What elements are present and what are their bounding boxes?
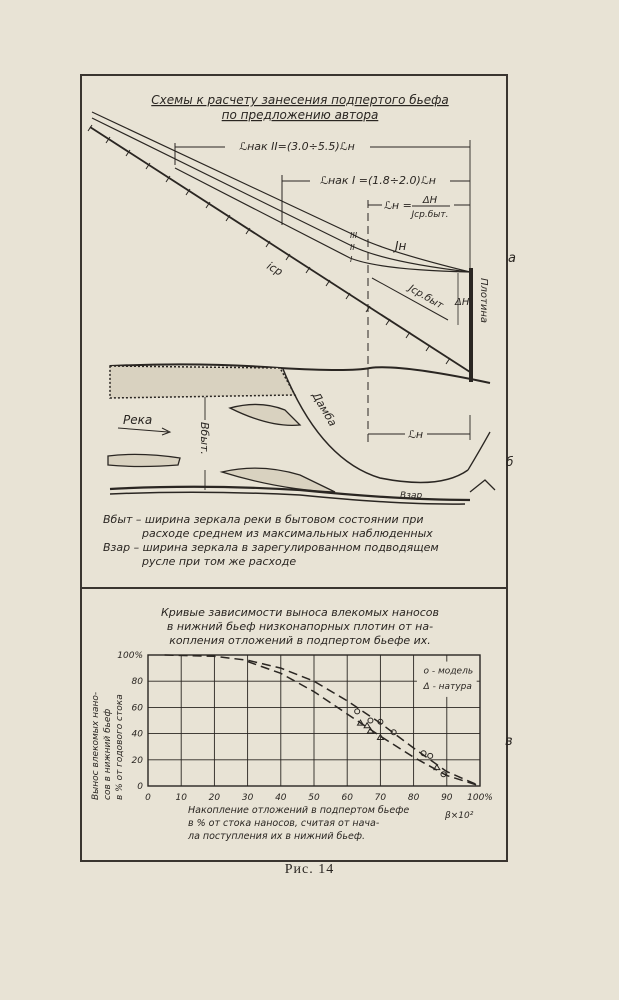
- lower-bank: [109, 485, 471, 502]
- label-curve-III: III: [350, 231, 358, 240]
- label-J-n: Jн: [393, 239, 407, 253]
- label-curve-I: I: [350, 255, 353, 264]
- riverbed-line: [89, 126, 471, 373]
- point-модель: [440, 771, 447, 778]
- y-tick-label: 0: [137, 782, 143, 792]
- point-натура: [432, 763, 441, 771]
- figure-b-plan: [107, 363, 496, 505]
- label-B-byt: Bбыт.: [198, 422, 211, 455]
- island-3: [219, 467, 336, 493]
- point-натура: [366, 727, 375, 734]
- label-L-n: ℒн =: [384, 199, 412, 212]
- upper-sand-bank: [109, 365, 297, 399]
- chart-title-line3: копления отложений в подпертом бьефе их.: [169, 634, 431, 647]
- x-tick-label: 100%: [467, 793, 493, 803]
- ylabel-line2: сов в нижний бьеф: [103, 709, 113, 800]
- chart-axis-labels: Вынос влекомых нано- сов в нижний бьеф в…: [91, 692, 513, 842]
- legend-line4: русле при том же расходе: [142, 555, 297, 568]
- figure-a-title-line2: по предложению автора: [222, 108, 379, 122]
- label-curve-II: II: [350, 243, 355, 252]
- chart-title: Кривые зависимости выноса влекомых нанос…: [161, 606, 439, 647]
- x-tick-label: 90: [441, 793, 453, 803]
- levee: [282, 368, 469, 484]
- legend-line1: Bбыт – ширина зеркала реки в бытовом сос…: [103, 513, 424, 526]
- point-натура: [356, 719, 365, 726]
- x-tick-label: 40: [275, 793, 287, 803]
- label-L-n-numerator: ΔH: [422, 195, 438, 206]
- point-модель: [390, 729, 397, 736]
- xlabel-line3: ла поступления их в нижний бьеф.: [187, 831, 365, 842]
- legend-entry: Δ - натура: [423, 682, 472, 692]
- curve-I: [174, 167, 471, 273]
- x-tick-label: 50: [308, 793, 320, 803]
- chart-title-line1: Кривые зависимости выноса влекомых нанос…: [161, 606, 439, 619]
- x-tick-label: 20: [209, 793, 221, 803]
- label-L-nak-I: ℒнак I =(1.8÷2.0)ℒн: [320, 174, 436, 187]
- point-модель: [367, 717, 374, 724]
- figure-a-profile: Схемы к расчету занесения подпертого бье…: [87, 93, 473, 445]
- point-модель: [427, 752, 434, 759]
- x-tick-label: 10: [175, 793, 187, 803]
- y-tick-label: 40: [132, 730, 144, 740]
- label-levee: Дамба: [309, 389, 339, 429]
- label-delta-H: ΔH: [454, 297, 470, 308]
- panel-letter-b: б: [506, 455, 514, 469]
- legend-box: [416, 661, 477, 697]
- label-dam: Плотина: [478, 278, 489, 323]
- label-L-n-denominator: Jср.быт.: [410, 210, 449, 220]
- slope-line: [371, 277, 449, 321]
- ylabel-line3: в % от годового стока: [115, 694, 125, 800]
- point-модель: [377, 718, 384, 725]
- x-tick-label: 30: [242, 793, 254, 803]
- figure-divider: [80, 587, 506, 589]
- point-модель: [354, 708, 361, 715]
- figure-caption: Рис. 14: [284, 862, 335, 877]
- point-натура: [363, 721, 372, 729]
- curve-II: [91, 117, 471, 273]
- series-curve-модель: [164, 654, 481, 787]
- label-i-sr: iср: [265, 259, 285, 278]
- legend-entry: о - модель: [424, 666, 474, 676]
- curve-III: [91, 111, 471, 273]
- label-river: Река: [123, 413, 152, 427]
- xlabel-line1: Накопление отложений в подпертом бьефе: [188, 805, 409, 816]
- y-tick-label: 80: [132, 677, 144, 687]
- ylabel-line1: Вынос влекомых нано-: [91, 692, 101, 800]
- panel-letter-v: в: [505, 734, 513, 749]
- point-модель: [420, 750, 427, 757]
- chart-title-line2: в нижний бьеф низконапорных плотин от на…: [167, 620, 433, 633]
- flow-arrow: [117, 427, 169, 433]
- xlabel-line2: в % от стока наносов, считая от нача-: [188, 818, 380, 829]
- label-L-n-plan: ℒн: [408, 428, 423, 441]
- island-1: [228, 403, 302, 427]
- panel-letter-a: а: [508, 251, 516, 266]
- island-2: [107, 453, 181, 468]
- upper-bank: [109, 363, 491, 384]
- x-tick-label: 80: [408, 793, 420, 803]
- y-tick-label: 60: [132, 703, 144, 713]
- legend-line3: Bзар – ширина зеркала в зарегулированном…: [103, 541, 439, 554]
- label-L-nak-II: ℒнак II=(3.0÷5.5)ℒн: [239, 140, 355, 153]
- x-note: β×10²: [444, 811, 474, 821]
- x-tick-label: 70: [375, 793, 387, 803]
- y-tick-label: 20: [132, 756, 144, 766]
- x-tick-label: 60: [341, 793, 353, 803]
- point-натура: [376, 733, 385, 741]
- lower-bank-inner: [109, 491, 466, 505]
- legend-line2: расходе среднем из максимальных наблюден…: [142, 527, 433, 540]
- chart: 0 10 20 30 40 50 60 70 80 90 100% 0 20 40 60 80 100% о - …: [117, 651, 493, 803]
- x-tick-label: 0: [145, 793, 151, 803]
- label-B-zar: Bзар: [400, 491, 422, 501]
- outlet: [467, 431, 496, 493]
- y-tick-label: 100%: [117, 651, 143, 661]
- figure-a-title-line1: Схемы к расчету занесения подпертого бье…: [151, 93, 448, 107]
- figure-frame: [80, 74, 508, 862]
